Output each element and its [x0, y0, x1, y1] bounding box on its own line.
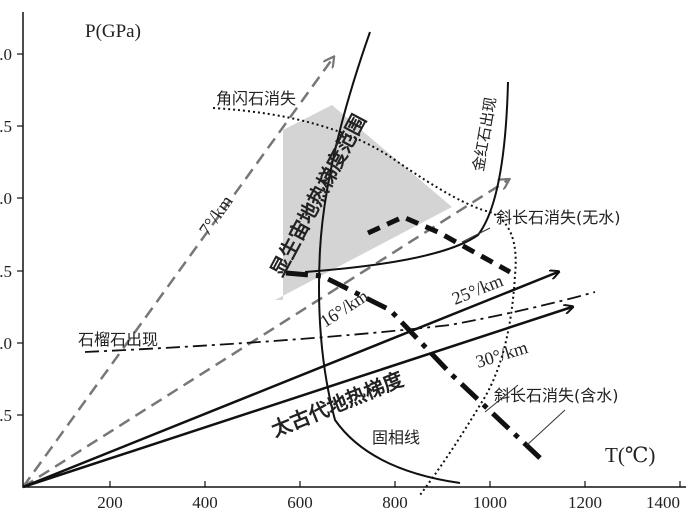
label-gradient-16: 16°/km [316, 286, 372, 332]
x-tick-label: 800 [382, 493, 408, 512]
label-garnet-in: 石榴石出现 [78, 330, 158, 349]
y-axis-title: P(GPa) [85, 21, 141, 42]
x-axis-title: T(℃) [605, 443, 655, 467]
gradient-25-arrow [22, 272, 558, 489]
label-plag-out-wet: 斜长石消失(含水) [494, 386, 619, 405]
x-tick-label: 400 [192, 493, 218, 512]
x-tick-label: 600 [287, 493, 313, 512]
y-tick-label: 2.0 [0, 189, 12, 208]
label-gradient-7: 7°/km [195, 192, 237, 240]
gradient-30-arrow [22, 307, 572, 489]
label-amphibole-out: 角闪石消失 [216, 89, 296, 108]
y-tick-label: 1.0 [0, 334, 12, 353]
label-rutile-in: 金红石出现 [469, 96, 500, 173]
y-tick-label: 2.5 [0, 117, 12, 136]
plagioclase-out-dry-line [366, 214, 512, 275]
leader-plag-wet [484, 384, 519, 413]
label-plag-out-dry: 斜长石消失(无水) [496, 208, 621, 227]
gradient-16-arrow [22, 180, 508, 489]
y-tick-label: 0.5 [0, 406, 12, 425]
x-tick-label: 200 [97, 493, 123, 512]
label-gradient-25: 25°/km [449, 270, 506, 308]
solidus-line [318, 31, 461, 484]
rutile-in-line [304, 81, 509, 273]
label-solidus: 固相线 [372, 428, 420, 447]
gradient-7-arrow [21, 58, 333, 488]
leader-plag-wet-2 [526, 409, 566, 446]
x-tick-label: 1200 [568, 493, 602, 512]
x-tick-label: 1000 [473, 493, 507, 512]
y-tick-label: 3.0 [0, 45, 12, 64]
garnet-in-line [84, 291, 596, 353]
amphibole-out-line [212, 107, 517, 496]
label-gradient-30: 30°/km [473, 337, 530, 372]
x-tick-label: 1400 [646, 493, 680, 512]
leader-plag-dry [461, 227, 491, 243]
y-tick-label: 1.5 [0, 262, 12, 281]
axes-frame [22, 12, 686, 488]
